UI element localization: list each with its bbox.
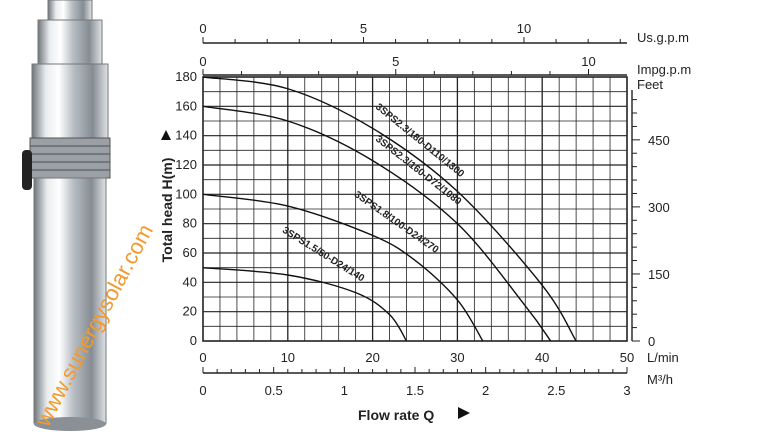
- lmin-unit-label: L/min: [647, 350, 679, 365]
- impgpm-tick-label: 10: [581, 54, 595, 69]
- usgpm-tick-label: 5: [360, 21, 367, 36]
- y-tick-label: 180: [175, 69, 197, 84]
- y-tick-label: 100: [175, 186, 197, 201]
- impgpm-tick-label: 0: [199, 54, 206, 69]
- lmin-tick-label: 0: [199, 350, 206, 365]
- x-axis-arrow-icon: [458, 407, 470, 419]
- lmin-tick-label: 30: [450, 350, 464, 365]
- usgpm-tick-label: 0: [199, 21, 206, 36]
- y-tick-label: 140: [175, 128, 197, 143]
- feet-tick-label: 450: [648, 133, 670, 148]
- chart-grid: [202, 37, 640, 374]
- lmin-tick-label: 40: [535, 350, 549, 365]
- feet-tick-label: 150: [648, 267, 670, 282]
- x-axis-title: Flow rate Q: [358, 407, 434, 423]
- curve-line: [202, 105, 552, 342]
- watermark: www.sunergysolar.com: [30, 220, 158, 431]
- m3h-tick-label: 1: [341, 383, 348, 398]
- feet-tick-label: 300: [648, 200, 670, 215]
- m3h-tick-label: 2.5: [547, 383, 565, 398]
- y-tick-label: 0: [190, 333, 197, 348]
- curve-line: [202, 76, 577, 342]
- curve-line: [202, 266, 408, 342]
- y-tick-label: 80: [183, 216, 197, 231]
- m3h-tick-label: 0: [199, 383, 206, 398]
- feet-unit-label: Feet: [637, 77, 663, 92]
- m3h-unit-label: M³/h: [647, 372, 673, 387]
- curve-label: 3SPS1.8/100-D24/270: [352, 189, 441, 256]
- y-tick-label: 40: [183, 274, 197, 289]
- y-axis-arrow-icon: [161, 130, 171, 140]
- impgpm-tick-label: 5: [392, 54, 399, 69]
- y-tick-label: 20: [183, 304, 197, 319]
- y-axis-title: Total head H(m): [159, 158, 175, 263]
- lmin-tick-label: 10: [281, 350, 295, 365]
- m3h-tick-label: 2: [482, 383, 489, 398]
- impgpm-unit-label: Impg.p.m: [637, 62, 691, 77]
- y-tick-label: 160: [175, 98, 197, 113]
- curve-line: [202, 193, 484, 342]
- y-tick-label: 60: [183, 245, 197, 260]
- feet-tick-label: 0: [648, 334, 655, 349]
- m3h-tick-label: 1.5: [406, 383, 424, 398]
- y-tick-label: 120: [175, 157, 197, 172]
- usgpm-unit-label: Us.g.p.m: [637, 30, 689, 45]
- lmin-tick-label: 50: [620, 350, 634, 365]
- usgpm-tick-label: 10: [517, 21, 531, 36]
- m3h-tick-label: 3: [623, 383, 630, 398]
- m3h-tick-label: 0.5: [265, 383, 283, 398]
- pump-photo: [22, 0, 111, 431]
- lmin-tick-label: 20: [365, 350, 379, 365]
